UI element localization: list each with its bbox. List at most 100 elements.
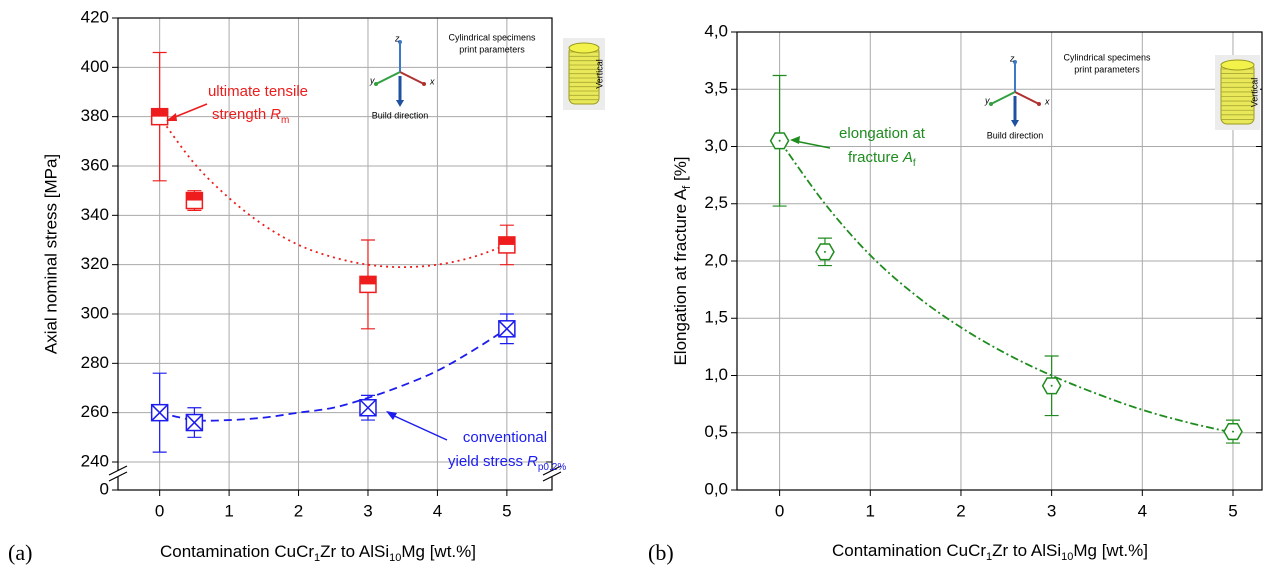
x-tick-label: 3 bbox=[363, 501, 372, 520]
annotation-text: strength Rm bbox=[212, 106, 289, 126]
y-tick-label: 400 bbox=[81, 57, 109, 76]
x-tick-label: 5 bbox=[1228, 501, 1237, 520]
arrow-head bbox=[166, 113, 177, 121]
inset-axis-label: y bbox=[984, 95, 990, 105]
annotation-arrow bbox=[794, 140, 831, 149]
y-tick-label: 300 bbox=[81, 303, 109, 322]
marker bbox=[185, 191, 204, 210]
build-arrow-head bbox=[396, 100, 404, 107]
marker bbox=[769, 132, 790, 150]
fit-line bbox=[159, 328, 508, 422]
y-tick-label: 3,0 bbox=[704, 136, 728, 155]
panel-label: (b) bbox=[648, 540, 674, 565]
inset-axis bbox=[990, 91, 1016, 105]
y-tick-label: 420 bbox=[81, 7, 109, 26]
axis-break bbox=[542, 465, 562, 482]
inset-axis-tip bbox=[422, 82, 426, 86]
marker bbox=[498, 236, 516, 254]
inset-title: Cylindrical specimens bbox=[448, 32, 536, 42]
marker-dot bbox=[1050, 384, 1053, 387]
marker bbox=[359, 398, 377, 417]
y-tick-label: 360 bbox=[81, 155, 109, 174]
y-axis-title: Axial nominal stress [MPa] bbox=[41, 154, 60, 354]
x-tick-label: 0 bbox=[775, 501, 784, 520]
axis-break bbox=[108, 465, 128, 482]
x-tick-label: 5 bbox=[502, 501, 511, 520]
marker-cross bbox=[151, 404, 169, 422]
x-axis-title: Contamination CuCr1Zr to AlSi10Mg [wt.%] bbox=[160, 542, 476, 563]
plot-frame bbox=[117, 17, 553, 491]
y-tick-label: 260 bbox=[81, 402, 109, 421]
arrow-head bbox=[790, 136, 800, 144]
x-tick-label: 1 bbox=[866, 501, 875, 520]
annotation-text: yield stress Rp0,2% bbox=[448, 453, 566, 473]
inset-orientation: Vertical bbox=[1249, 78, 1259, 108]
x-tick-label: 0 bbox=[155, 501, 164, 520]
y-tick-label: 240 bbox=[81, 451, 109, 470]
inset-axis-tip bbox=[1037, 102, 1041, 106]
marker-cross bbox=[185, 414, 203, 432]
marker bbox=[1041, 377, 1062, 395]
inset: z x y Cylindrical specimens print parameters… bbox=[984, 52, 1260, 140]
marker-fill bbox=[151, 108, 168, 117]
marker-dot bbox=[778, 139, 781, 142]
axis-break-gap bbox=[544, 471, 560, 477]
marker bbox=[150, 107, 169, 126]
cylinder-top bbox=[568, 42, 600, 54]
marker bbox=[498, 320, 516, 338]
inset-axis-tip bbox=[1013, 60, 1017, 64]
marker-fill bbox=[359, 276, 376, 285]
annotation-text: fracture Af bbox=[848, 149, 916, 169]
annotation-text: elongation at bbox=[839, 125, 926, 142]
inset-axis-tip bbox=[374, 82, 378, 86]
x-axis-title: Contamination CuCr1Zr to AlSi10Mg [wt.%] bbox=[832, 541, 1148, 562]
panel-label: (a) bbox=[8, 540, 32, 565]
inset-axis bbox=[1014, 91, 1040, 105]
marker-fill bbox=[186, 192, 203, 201]
cylinder-top bbox=[1220, 59, 1255, 71]
inset-title: print parameters bbox=[1074, 64, 1140, 74]
y-tick-label: 0 bbox=[100, 479, 109, 498]
marker-cross bbox=[498, 320, 516, 338]
marker-dot bbox=[1231, 430, 1234, 433]
y-tick-label: 3,5 bbox=[704, 79, 728, 98]
inset-axis-label: x bbox=[429, 76, 435, 86]
y-tick-label: 1,0 bbox=[704, 365, 728, 384]
y-tick-label: 380 bbox=[81, 106, 109, 125]
x-tick-label: 2 bbox=[294, 501, 303, 520]
inset-axis-label: z bbox=[394, 33, 400, 43]
inset-axis-tip bbox=[989, 102, 993, 106]
annotation-text: ultimate tensile bbox=[208, 83, 308, 100]
inset-axis-label: y bbox=[369, 75, 375, 85]
y-tick-label: 2,0 bbox=[704, 250, 728, 269]
x-tick-label: 3 bbox=[1047, 501, 1056, 520]
x-tick-label: 2 bbox=[956, 501, 965, 520]
marker-fill bbox=[498, 236, 515, 245]
annotation-arrow bbox=[389, 413, 448, 441]
annotation: ultimate tensile strength Rm bbox=[166, 83, 308, 126]
inset-build: Build direction bbox=[987, 130, 1044, 140]
y-tick-label: 0,5 bbox=[704, 422, 728, 441]
annotation-text: conventional bbox=[463, 429, 547, 446]
plots: 0 1 2 3 4 50240260280300320340360380400420zxy… bbox=[81, 7, 1263, 520]
inset-orientation: Vertical bbox=[594, 59, 604, 89]
inset-build: Build direction bbox=[372, 110, 429, 120]
x-tick-label: 1 bbox=[224, 501, 233, 520]
marker bbox=[150, 403, 169, 422]
y-axis-title: Elongation at fracture Af [%] bbox=[671, 156, 692, 365]
fit-line bbox=[778, 140, 1234, 434]
y-tick-label: 280 bbox=[81, 353, 109, 372]
marker bbox=[359, 275, 377, 294]
annotation: conventional yield stress Rp0,2% bbox=[386, 411, 566, 473]
marker bbox=[185, 413, 204, 432]
y-tick-label: 320 bbox=[81, 254, 109, 273]
annotation: elongation at fracture Af bbox=[790, 125, 926, 169]
plot-frame bbox=[736, 31, 1263, 491]
inset-axis bbox=[375, 71, 401, 85]
inset: z x y Cylindrical specimens print parameters… bbox=[369, 32, 605, 120]
marker-dot bbox=[823, 250, 826, 253]
inset-axis bbox=[399, 71, 425, 85]
inset-axis-label: z bbox=[1009, 53, 1015, 63]
y-tick-label: 4,0 bbox=[704, 21, 728, 40]
